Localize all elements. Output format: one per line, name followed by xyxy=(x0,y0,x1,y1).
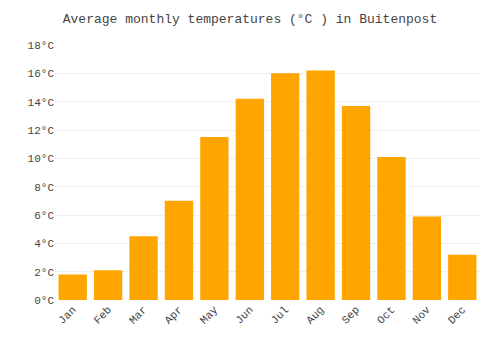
svg-text:Apr: Apr xyxy=(162,304,184,326)
svg-text:Average monthly temperatures (: Average monthly temperatures (°C ) in Bu… xyxy=(63,12,437,27)
svg-text:Aug: Aug xyxy=(304,304,326,326)
svg-text:Jun: Jun xyxy=(233,304,255,326)
svg-text:Sep: Sep xyxy=(340,304,362,326)
svg-text:14°C: 14°C xyxy=(28,97,55,109)
svg-text:Feb: Feb xyxy=(92,304,114,326)
svg-text:Nov: Nov xyxy=(410,304,433,327)
svg-text:Dec: Dec xyxy=(446,304,468,326)
svg-text:0°C: 0°C xyxy=(34,295,54,307)
svg-text:8°C: 8°C xyxy=(34,182,54,194)
svg-text:16°C: 16°C xyxy=(28,68,55,80)
svg-text:6°C: 6°C xyxy=(34,210,54,222)
svg-text:2°C: 2°C xyxy=(34,267,54,279)
svg-text:4°C: 4°C xyxy=(34,238,54,250)
svg-text:Oct: Oct xyxy=(375,304,397,326)
svg-text:Mar: Mar xyxy=(127,304,149,326)
svg-text:Jul: Jul xyxy=(269,304,291,326)
svg-text:12°C: 12°C xyxy=(28,125,55,137)
svg-text:18°C: 18°C xyxy=(28,40,55,52)
svg-text:10°C: 10°C xyxy=(28,153,55,165)
svg-text:Jan: Jan xyxy=(56,304,78,326)
svg-text:May: May xyxy=(198,304,221,327)
